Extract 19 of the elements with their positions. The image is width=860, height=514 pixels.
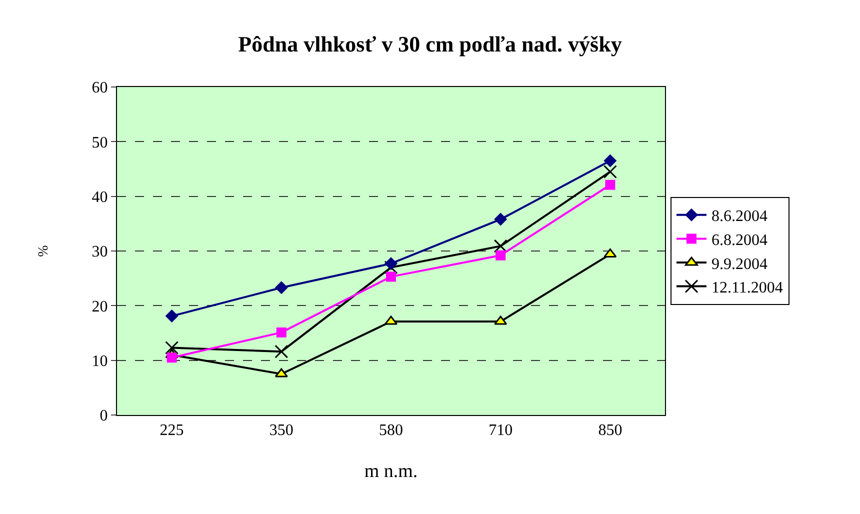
y-tick-label: 40	[92, 188, 108, 206]
x-tick-label: 580	[379, 422, 403, 440]
legend-label: 12.11.2004	[711, 280, 783, 297]
x-tick-label: 350	[269, 422, 294, 440]
y-tick-label: 60	[92, 80, 108, 97]
x-tick-label: 710	[488, 422, 513, 440]
y-tick-label: 0	[100, 408, 108, 425]
legend-label: 9.9.2004	[711, 256, 768, 273]
x-tick-label: 225	[160, 422, 184, 440]
legend-label: 8.6.2004	[711, 208, 768, 226]
legend-label: 6.8.2004	[711, 232, 768, 249]
y-tick-label: 10	[92, 352, 108, 370]
y-tick-label: 50	[92, 134, 108, 152]
x-tick-label: 850	[598, 422, 622, 440]
y-tick-label: 30	[92, 244, 108, 261]
y-tick-label: 20	[92, 298, 108, 316]
chart-title: Pôdna vlhkosť v 30 cm podľa nad. výšky	[238, 31, 622, 56]
x-axis-title: m n.m.	[364, 461, 418, 482]
y-axis-title: %	[36, 244, 52, 257]
